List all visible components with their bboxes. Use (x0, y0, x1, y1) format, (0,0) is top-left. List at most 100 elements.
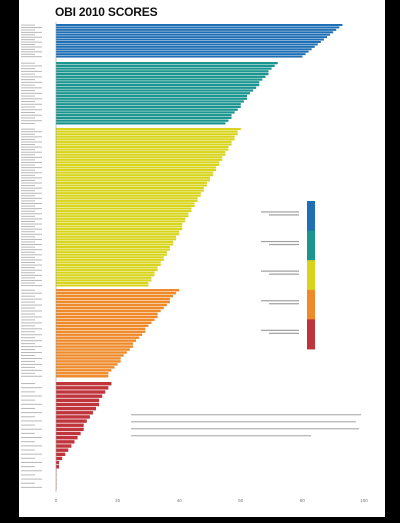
bar (56, 300, 170, 304)
category-label-mark (21, 117, 35, 119)
bar (56, 406, 97, 411)
category-label-mark (21, 363, 42, 365)
chart-frame: OBI 2010 SCORES 0 20 40 60 80 100 (19, 0, 385, 517)
bar (56, 50, 309, 53)
bar (56, 138, 235, 141)
bar (56, 366, 115, 369)
bar (56, 291, 177, 295)
category-label-mark (21, 375, 42, 377)
category-label-mark (21, 387, 42, 389)
bar (56, 184, 207, 187)
category-label-mark (21, 325, 35, 327)
category-label-mark (21, 486, 42, 488)
category-label-mark (21, 53, 35, 55)
category-label-mark (21, 56, 42, 58)
category-label-mark (21, 228, 42, 230)
bar (56, 253, 167, 256)
category-label-mark (21, 159, 35, 161)
category-label-mark (21, 369, 42, 371)
bar (56, 128, 241, 131)
category-label-mark (21, 264, 42, 266)
bar (56, 108, 238, 111)
bar (56, 72, 269, 76)
bar (56, 303, 167, 307)
bar (56, 204, 195, 208)
bar (56, 423, 84, 427)
category-label-mark (21, 322, 42, 324)
category-label-mark (21, 395, 42, 397)
bar (56, 145, 229, 149)
bar (56, 33, 331, 36)
bar (56, 240, 174, 243)
category-label-mark (21, 149, 35, 151)
category-label-mark (21, 292, 42, 294)
bar (56, 431, 81, 436)
category-label-mark (21, 343, 35, 345)
category-label-mark (21, 466, 35, 468)
category-label-mark (21, 274, 42, 276)
bar (56, 43, 318, 46)
bar (56, 186, 204, 190)
legend-label-mark (269, 332, 299, 334)
category-label-mark (21, 407, 35, 409)
category-label-mark (21, 262, 35, 263)
bar (56, 235, 177, 238)
legend-swatch (307, 289, 315, 320)
bar (56, 81, 260, 84)
category-label-mark (21, 133, 35, 135)
bar (56, 354, 124, 357)
bar (56, 103, 241, 106)
category-label-mark (21, 244, 42, 246)
legend-label-mark (261, 329, 299, 331)
category-label-mark (21, 241, 35, 243)
bar (56, 333, 143, 336)
category-label-mark (21, 310, 42, 312)
bar (56, 114, 232, 117)
bar (56, 444, 72, 448)
bar (56, 169, 217, 172)
category-label-mark (21, 79, 35, 81)
category-label-mark (21, 24, 35, 26)
category-label-mark (21, 236, 35, 238)
footnote-line-mark (131, 435, 311, 437)
bar (56, 153, 226, 156)
category-label-mark (21, 267, 35, 269)
bar (56, 26, 340, 29)
bar (56, 38, 324, 41)
bar (56, 318, 155, 322)
bar (56, 176, 210, 179)
bar (56, 342, 133, 345)
bar (56, 122, 226, 125)
bar (56, 369, 112, 372)
x-tick-label: 20 (115, 498, 121, 503)
bar (56, 402, 100, 407)
bar (56, 274, 155, 277)
bar-chart: 0 20 40 60 80 100 (21, 22, 368, 503)
bar (56, 135, 235, 138)
category-label-mark (21, 27, 42, 29)
bar (56, 189, 204, 192)
category-label-mark (21, 122, 35, 124)
bar (56, 31, 334, 34)
bar (56, 263, 161, 267)
bar (56, 119, 229, 122)
category-label-mark (21, 156, 42, 158)
category-label-mark (21, 372, 35, 374)
category-label-mark (21, 205, 35, 207)
bar (56, 116, 232, 120)
category-label-mark (21, 328, 42, 330)
bar (56, 210, 192, 213)
category-label-mark (21, 277, 35, 279)
category-label-mark (21, 68, 35, 70)
bar (56, 53, 306, 56)
category-label-mark (21, 98, 42, 100)
x-tick-label: 100 (360, 498, 368, 503)
category-label-mark (21, 114, 42, 116)
category-label-mark (21, 349, 35, 351)
category-label-mark (21, 109, 42, 111)
category-label-mark (21, 151, 42, 153)
category-label-mark (21, 366, 35, 368)
category-label-mark (21, 65, 42, 67)
category-label-mark (21, 144, 35, 146)
bar (56, 67, 272, 70)
